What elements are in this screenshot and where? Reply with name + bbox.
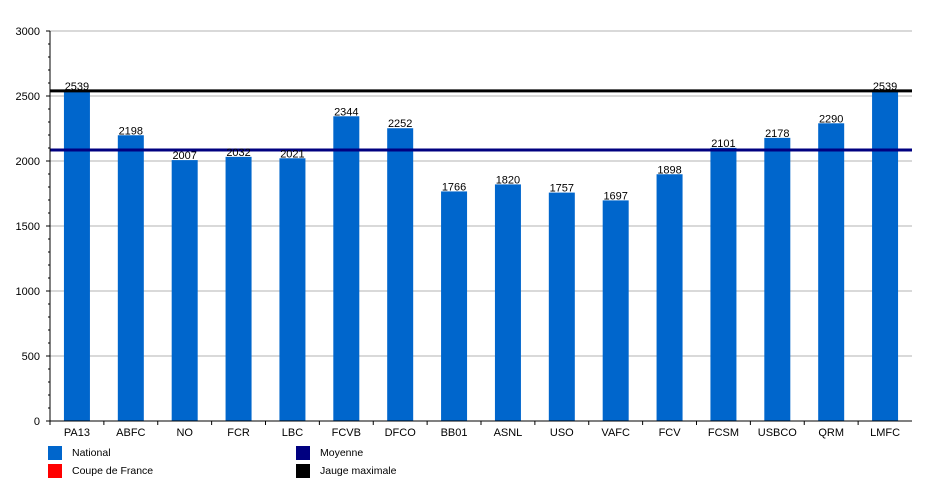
bar [225, 156, 252, 421]
bar [171, 160, 198, 421]
legend-swatch-coupe-de-france [48, 464, 62, 478]
data-label: 1820 [496, 174, 520, 186]
legend-item-moyenne: Moyenne [296, 446, 363, 460]
bar [602, 200, 629, 421]
data-label: 2539 [873, 81, 897, 93]
bar [710, 147, 737, 421]
legend-swatch-national [48, 446, 62, 460]
data-label: 1766 [442, 181, 466, 193]
y-tick-label: 1000 [16, 286, 40, 298]
legend-swatch-jauge-maximale [296, 464, 310, 478]
x-tick-label: VAFC [601, 427, 630, 439]
data-label: 2178 [765, 128, 789, 140]
data-label: 1898 [657, 164, 681, 176]
bar [279, 158, 306, 421]
x-tick-label: LBC [282, 427, 303, 439]
reference-lines [50, 89, 912, 152]
x-tick-label: USBCO [758, 427, 798, 439]
bar [387, 128, 414, 422]
x-tick-label: ASNL [494, 427, 523, 439]
data-label: 1697 [603, 190, 627, 202]
bar [656, 174, 683, 421]
bar [333, 116, 360, 421]
bar [818, 123, 845, 422]
data-label: 2344 [334, 106, 358, 118]
bar [117, 135, 144, 421]
data-label: 2539 [65, 81, 89, 93]
x-tick-label: FCV [659, 427, 682, 439]
data-label: 1757 [550, 183, 574, 195]
x-tick-label: ABFC [116, 427, 145, 439]
bar [872, 90, 899, 422]
legend-label-jauge-maximale: Jauge maximale [320, 465, 397, 477]
x-tick-label: FCSM [708, 427, 739, 439]
legend-item-jauge-maximale: Jauge maximale [296, 464, 396, 478]
data-label: 2290 [819, 113, 843, 125]
labels: 0 500 1000 1500 2000 2500 3000 2539 PA13 2198 ABFC… [16, 26, 901, 439]
y-tick-label: 2000 [16, 156, 40, 168]
x-tick-label: FCVB [332, 427, 361, 439]
data-label: 2032 [226, 147, 250, 159]
bar [441, 191, 468, 421]
legend-item-coupe-de-france: Coupe de France [48, 464, 153, 478]
y-tick-label: 1500 [16, 221, 40, 233]
x-tick-label: BB01 [441, 427, 468, 439]
y-tick-label: 0 [34, 416, 40, 428]
x-tick-label: USO [550, 427, 574, 439]
data-label: 2101 [711, 138, 735, 150]
x-tick-label: QRM [818, 427, 844, 439]
data-label: 2252 [388, 118, 412, 130]
legend-label-national: National [72, 447, 111, 459]
legend-swatch-moyenne [296, 446, 310, 460]
bar [494, 184, 521, 421]
bar-chart: 0 500 1000 1500 2000 2500 3000 2539 PA13 2198 ABFC… [16, 26, 912, 439]
y-tick-label: 2500 [16, 91, 40, 103]
data-label: 2198 [119, 125, 143, 137]
legend-item-national: National [48, 446, 111, 460]
x-tick-label: DFCO [385, 427, 417, 439]
bar [764, 137, 791, 422]
bar [548, 192, 575, 421]
bar [63, 90, 90, 422]
x-tick-label: LMFC [870, 427, 900, 439]
x-tick-label: FCR [227, 427, 250, 439]
axes [46, 30, 912, 425]
x-tick-label: NO [176, 427, 193, 439]
legend: National Coupe de France Moyenne Jauge m… [48, 446, 648, 486]
legend-label-moyenne: Moyenne [320, 447, 364, 459]
x-tick-label: PA13 [64, 427, 90, 439]
y-tick-label: 500 [22, 351, 40, 363]
y-tick-label: 3000 [16, 26, 40, 38]
data-label: 2021 [280, 148, 304, 160]
legend-label-coupe-de-france: Coupe de France [72, 465, 154, 477]
bars [63, 90, 899, 422]
data-label: 2007 [172, 150, 196, 162]
